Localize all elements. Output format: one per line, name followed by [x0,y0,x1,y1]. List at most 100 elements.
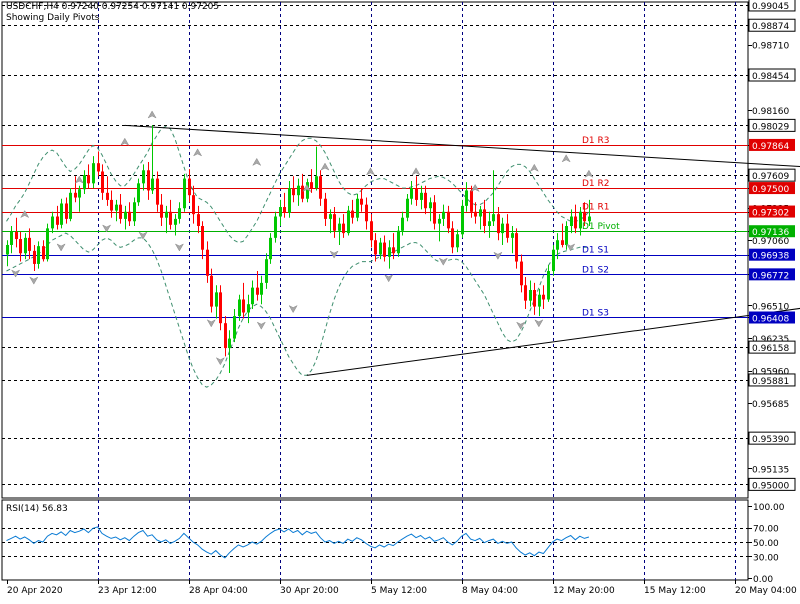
candle-body [92,163,95,184]
fractal-markers [10,110,594,366]
candle [119,194,122,224]
candle-body [156,178,159,205]
candle [552,244,555,276]
candle [315,146,318,191]
candle [456,229,459,253]
candle-body [74,192,77,198]
candle [574,204,577,234]
fractal-up-icon [252,157,262,166]
time-label: 20 May 04:00 [735,586,797,596]
candle-body [251,287,254,305]
candle-body [479,209,482,217]
candle [15,217,18,248]
candle [338,217,341,245]
candle [197,205,200,234]
candle-body [529,290,532,301]
candle [383,235,386,262]
candle-body [506,223,509,238]
candle [238,294,241,321]
candle [83,170,86,194]
candle [379,237,382,260]
candle-body [542,294,545,300]
price-label: 0.96510 [752,302,789,312]
candle [410,180,413,205]
candle-body [133,202,136,222]
candle [87,164,90,189]
fractal-up-icon [365,167,376,176]
candle-body [33,250,36,264]
candle [224,316,227,357]
candle-body [297,185,300,196]
candle [538,288,541,317]
candle-body [42,246,45,260]
candle-body [201,226,204,250]
candle [115,199,118,222]
candle-body [329,214,332,219]
candle-body [188,178,191,196]
fractal-down-icon [566,243,576,252]
candle-body [315,176,318,189]
candle [310,169,313,193]
price-tag-label: 0.97136 [752,228,789,238]
candle [151,125,154,194]
candle [251,280,254,309]
candle [219,285,222,331]
price-box [748,431,796,445]
candle-body [174,218,177,225]
pivot-labels: D1 R3 D1 R2 D1 R1 D1 Pivot D1 S1 D1 S2 D1 S3 [582,136,620,319]
candle-body [10,231,13,245]
fractal-down-icon [384,274,394,283]
trend-line [124,124,800,168]
candle-body [15,231,18,240]
time-axis: 20 Apr 2020 23 Apr 12:00 28 Apr 04:00 30 Ap… [7,580,797,596]
candle [201,221,204,260]
candle-body [451,228,454,248]
candle-body [497,214,500,234]
candle-body [19,239,22,254]
candle [133,197,136,226]
fractal-up-icon [20,210,30,219]
price-tag-label: 0.96772 [752,271,789,281]
candle [583,202,586,226]
price-box-label: 0.95000 [752,481,789,491]
candle-body [137,183,140,203]
fractal-down-icon [516,321,526,330]
candle [156,171,159,212]
price-label: 0.97060 [752,237,789,247]
candle [365,197,368,230]
candle-body [215,292,218,307]
candle-body [447,211,450,229]
candle-body [415,188,418,200]
candle [33,244,36,272]
candle-body [274,216,277,238]
candle [183,173,186,212]
candle [178,202,181,224]
fractal-up-icon [302,183,312,193]
candle-body [383,242,386,257]
candle [60,198,63,229]
candle [56,205,59,230]
price-box-label: 0.95881 [752,377,789,387]
candle [479,205,482,230]
candle-body [561,240,564,245]
price-label: 0.98710 [752,42,789,52]
candle-body [151,178,154,191]
candle-body [547,271,550,300]
candle-body [310,182,313,189]
candle-body [60,203,63,225]
candle [110,190,113,218]
candle-body [533,290,536,307]
candle-body [106,192,109,200]
candle-body [56,216,59,225]
price-box [748,68,796,82]
candle [474,202,477,224]
candle-body [83,175,86,190]
candle [524,276,527,309]
candle [42,240,45,262]
candle [192,185,195,224]
fractal-down-icon [493,251,503,260]
candle [46,223,49,262]
candle-body [556,240,559,250]
